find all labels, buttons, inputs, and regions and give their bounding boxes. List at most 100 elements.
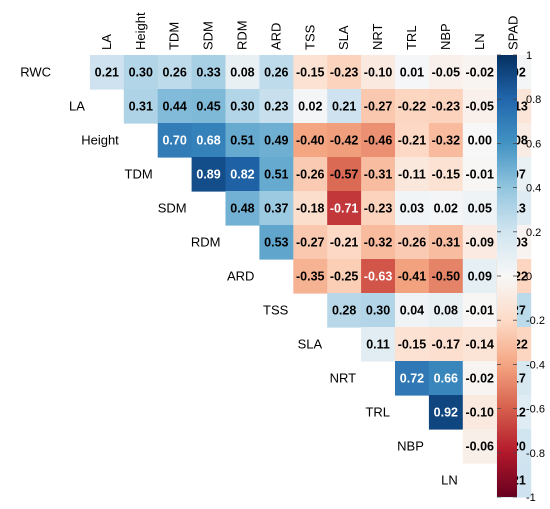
colorbar-tick-label: -0.6: [526, 404, 545, 416]
cell-value-la-tss: 0.02: [298, 100, 322, 114]
cell-tss-sla: [327, 293, 362, 328]
cell-value-la-nrt: -0.27: [364, 100, 393, 114]
row-label-height: Height: [81, 133, 119, 148]
cell-height-ard: [259, 123, 294, 158]
cell-value-tdm-ln: -0.01: [466, 168, 495, 182]
cell-tss-ln: [462, 293, 498, 328]
cell-value-sdm-nrt: -0.23: [364, 202, 393, 216]
cell-height-rdm: [225, 123, 260, 158]
cell-value-tdm-sdm: 0.89: [196, 168, 220, 182]
cell-value-ard-nrt: -0.63: [364, 270, 393, 284]
cell-sdm-tss: [293, 191, 328, 226]
cell-value-rwc-trl: 0.01: [400, 66, 424, 80]
cell-height-sla: [327, 123, 362, 158]
cell-tdm-nrt: [361, 157, 396, 192]
cell-nrt-trl: [395, 361, 430, 396]
cell-la-ard: [259, 89, 294, 124]
cell-la-nrt: [361, 89, 396, 124]
cell-value-la-rdm: 0.30: [230, 100, 254, 114]
cell-la-tss: [293, 89, 328, 124]
cell-height-nbp: [428, 123, 464, 158]
colorbar-tick-label: -0.2: [526, 315, 545, 327]
cell-sdm-nbp: [428, 191, 464, 226]
colorbar-tick-label: 1: [526, 50, 532, 62]
column-label-nrt: NRT: [370, 23, 385, 50]
cell-sla-nrt: [361, 327, 396, 362]
cell-rwc-trl: [395, 55, 430, 90]
cell-sdm-rdm: [225, 191, 260, 226]
cell-value-sdm-rdm: 0.48: [230, 202, 254, 216]
cell-value-height-sla: -0.42: [330, 134, 359, 148]
cell-value-height-nrt: -0.46: [364, 134, 393, 148]
cell-value-sdm-ln: 0.05: [468, 202, 492, 216]
row-label-nbp: NBP: [397, 439, 424, 454]
cell-value-rwc-height: 0.30: [129, 66, 153, 80]
cell-ard-nbp: [428, 259, 464, 294]
cell-la-height: [123, 89, 159, 124]
cell-trl-nbp: [428, 395, 464, 430]
row-label-tss: TSS: [263, 303, 289, 318]
cell-value-rdm-tss: -0.27: [296, 236, 325, 250]
cell-value-tdm-nrt: -0.31: [364, 168, 393, 182]
cell-la-nbp: [428, 89, 464, 124]
column-label-tss: TSS: [302, 24, 317, 50]
cell-la-ln: [462, 89, 498, 124]
cell-height-sdm: [191, 123, 227, 158]
cell-la-trl: [395, 89, 430, 124]
cell-value-ard-ln: 0.09: [468, 270, 492, 284]
cell-value-la-trl: -0.22: [398, 100, 427, 114]
row-label-ln: LN: [441, 473, 458, 488]
cell-value-tdm-nbp: -0.15: [432, 168, 461, 182]
cell-value-labels: 0.21 0.30 0.26 0.33 0.08 0.26 -0.15 -0.23 -0.10 0…: [95, 66, 528, 488]
cell-sdm-ln: [462, 191, 498, 226]
cell-la-sla: [327, 89, 362, 124]
cell-value-ard-tss: -0.35: [296, 270, 325, 284]
cell-tdm-rdm: [225, 157, 260, 192]
cell-value-ard-sla: -0.25: [330, 270, 359, 284]
cell-value-nrt-nbp: 0.66: [434, 372, 458, 386]
colorbar-ticks: 1 0.8 0.6 0.4 0.2 0 -0.2 -0.4 -0.6 -0.8 -1: [497, 50, 545, 504]
cell-value-height-nbp: -0.32: [432, 134, 461, 148]
cell-value-tdm-trl: -0.11: [398, 168, 426, 182]
cell-rdm-sla: [327, 225, 362, 260]
cell-height-tss: [293, 123, 328, 158]
cell-rwc-nbp: [428, 55, 464, 90]
cell-value-ard-nbp: -0.50: [432, 270, 461, 284]
column-label-spad: SPAD: [506, 16, 521, 50]
cell-value-rwc-ln: -0.02: [466, 66, 495, 80]
cell-rwc-rdm: [225, 55, 260, 90]
cell-value-la-sdm: 0.45: [196, 100, 220, 114]
cell-tdm-nbp: [428, 157, 464, 192]
cell-tss-nrt: [361, 293, 396, 328]
row-label-nrt: NRT: [330, 371, 357, 386]
column-label-sdm: SDM: [201, 21, 216, 50]
cell-rdm-tss: [293, 225, 328, 260]
cell-value-rwc-nrt: -0.10: [364, 66, 393, 80]
cell-tdm-trl: [395, 157, 430, 192]
row-label-la: LA: [69, 99, 85, 114]
cell-ard-trl: [395, 259, 430, 294]
cell-value-sla-nrt: 0.11: [366, 338, 390, 352]
cell-value-la-sla: 0.21: [332, 100, 356, 114]
cell-value-height-trl: -0.21: [398, 134, 427, 148]
cell-value-rwc-la: 0.21: [95, 66, 119, 80]
cell-rwc-ln: [462, 55, 498, 90]
cell-sdm-nrt: [361, 191, 396, 226]
cell-value-rdm-nrt: -0.32: [364, 236, 393, 250]
cell-value-sdm-ard: 0.37: [264, 202, 288, 216]
cell-tdm-ln: [462, 157, 498, 192]
cell-value-rdm-nbp: -0.31: [432, 236, 461, 250]
column-label-la: LA: [99, 34, 114, 50]
colorbar-tick-label: 0: [526, 271, 532, 283]
cell-value-ard-trl: -0.41: [398, 270, 427, 284]
colorbar-tick-label: 0.8: [526, 94, 541, 106]
cell-sdm-trl: [395, 191, 430, 226]
cell-value-rdm-sla: -0.21: [330, 236, 359, 250]
column-label-rdm: RDM: [234, 20, 249, 50]
cell-rwc-tdm: [157, 55, 193, 90]
cell-la-rdm: [225, 89, 260, 124]
cell-value-la-ard: 0.23: [264, 100, 288, 114]
cell-value-height-tss: -0.40: [296, 134, 325, 148]
cell-rdm-nrt: [361, 225, 396, 260]
